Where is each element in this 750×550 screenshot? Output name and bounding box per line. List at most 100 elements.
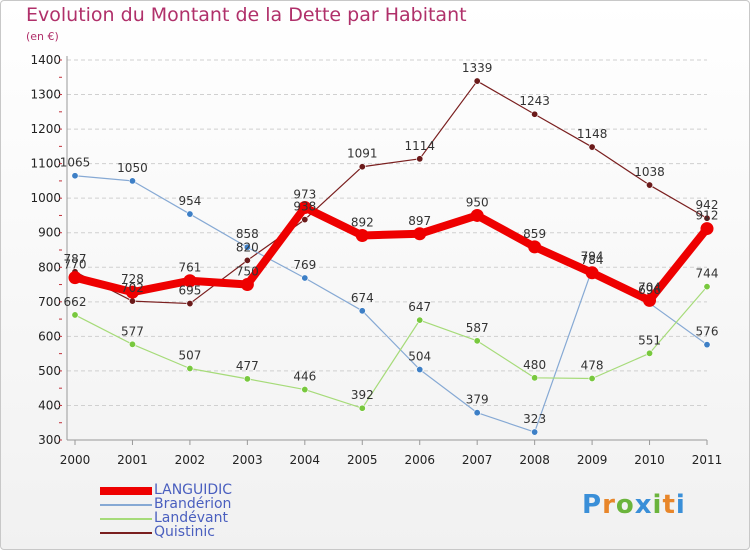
data-label-languidic: 761	[178, 261, 201, 275]
data-label-landévant: 587	[466, 321, 489, 335]
y-tick-label: 900	[38, 226, 61, 240]
data-point-quistinic	[531, 110, 539, 118]
data-point-languidic	[528, 240, 542, 254]
data-label-landévant: 392	[351, 388, 374, 402]
data-label-brandérion: 1065	[60, 156, 91, 170]
data-label-languidic: 728	[121, 272, 144, 286]
data-label-quistinic: 1243	[519, 94, 550, 108]
data-label-landévant: 480	[523, 358, 546, 372]
data-label-brandérion: 576	[696, 325, 719, 339]
data-label-quistinic: 1114	[404, 139, 435, 153]
logo-letter: P	[582, 490, 603, 520]
data-point-brandérion	[473, 409, 481, 417]
data-point-brandérion	[301, 274, 309, 282]
data-label-quistinic: 695	[178, 284, 201, 298]
data-point-landévant	[473, 337, 481, 345]
y-tick-label: 500	[38, 364, 61, 378]
data-point-brandérion	[243, 243, 251, 251]
data-point-languidic	[413, 227, 427, 241]
data-point-landévant	[646, 349, 654, 357]
x-tick-label: 2007	[462, 453, 493, 467]
logo-letter: r	[602, 490, 616, 520]
data-label-quistinic: 1038	[634, 165, 665, 179]
data-point-languidic	[68, 271, 82, 285]
data-label-languidic: 784	[581, 253, 604, 267]
legend-item: LANGUIDIC	[96, 482, 296, 498]
data-point-quistinic	[243, 256, 251, 264]
series-line-brandérion	[74, 175, 708, 433]
data-point-languidic	[355, 228, 369, 242]
data-label-brandérion: 323	[523, 412, 546, 426]
data-label-quistinic: 1339	[462, 61, 493, 75]
data-label-languidic: 892	[351, 215, 374, 229]
legend-swatch	[100, 532, 152, 534]
y-tick-label: 300	[38, 433, 61, 447]
y-tick-label: 1300	[30, 88, 61, 102]
data-label-brandérion: 674	[351, 291, 374, 305]
data-label-quistinic: 820	[236, 240, 259, 254]
data-point-languidic	[125, 285, 139, 299]
data-point-quistinic	[473, 77, 481, 85]
series-line-quistinic	[74, 80, 708, 305]
data-point-brandérion	[128, 177, 136, 185]
data-point-languidic	[470, 208, 484, 222]
y-tick-label: 1400	[30, 53, 61, 67]
data-label-landévant: 647	[408, 300, 431, 314]
data-label-languidic: 897	[408, 214, 431, 228]
y-tick-label: 1200	[30, 122, 61, 136]
y-tick-label: 1100	[30, 157, 61, 171]
data-label-quistinic: 938	[293, 200, 316, 214]
data-label-landévant: 744	[696, 267, 719, 281]
x-tick-label: 2008	[519, 453, 550, 467]
x-tick-label: 2006	[404, 453, 435, 467]
y-tick-label: 700	[38, 295, 61, 309]
legend-label: Brandérion	[154, 496, 232, 512]
legend-item: Quistinic	[96, 524, 296, 540]
data-label-languidic: 973	[293, 188, 316, 202]
data-point-landévant	[71, 311, 79, 319]
x-tick-label: 2009	[577, 453, 608, 467]
data-point-quistinic	[301, 216, 309, 224]
data-label-quistinic: 942	[696, 198, 719, 212]
data-label-languidic: 912	[696, 209, 719, 223]
logo-letter: o	[615, 490, 635, 520]
legend-label: LANGUIDIC	[154, 482, 233, 498]
data-label-languidic: 950	[466, 195, 489, 209]
data-point-quistinic	[703, 214, 711, 222]
data-label-quistinic: 787	[64, 252, 87, 266]
legend-item: Landévant	[96, 510, 296, 526]
legend-swatch	[100, 504, 152, 506]
data-point-languidic	[183, 274, 197, 288]
data-label-brandérion: 379	[466, 393, 489, 407]
data-point-landévant	[128, 340, 136, 348]
data-label-brandérion: 954	[178, 194, 201, 208]
data-label-brandérion: 696	[638, 283, 661, 297]
data-point-quistinic	[128, 297, 136, 305]
data-label-languidic: 704	[638, 280, 661, 294]
series-line-landévant	[74, 286, 708, 409]
data-point-landévant	[243, 375, 251, 383]
data-point-landévant	[703, 283, 711, 291]
legend-label: Landévant	[154, 510, 228, 526]
data-label-languidic: 750	[236, 265, 259, 279]
data-point-quistinic	[186, 300, 194, 308]
x-tick-label: 2011	[692, 453, 723, 467]
data-point-landévant	[358, 404, 366, 412]
data-point-quistinic	[588, 143, 596, 151]
data-label-brandérion: 1050	[117, 161, 148, 175]
logo-letter: x	[634, 490, 653, 520]
data-label-landévant: 577	[121, 324, 144, 338]
data-point-landévant	[186, 364, 194, 372]
data-point-languidic	[643, 293, 657, 307]
data-label-languidic: 859	[523, 227, 546, 241]
data-point-languidic	[700, 222, 714, 236]
x-tick-label: 2004	[290, 453, 321, 467]
chart-subtitle: (en €)	[26, 30, 59, 43]
data-point-languidic	[585, 266, 599, 280]
data-point-landévant	[588, 375, 596, 383]
series-line-languidic	[71, 203, 711, 305]
logo-letter: i	[652, 490, 663, 520]
data-label-quistinic: 1148	[577, 127, 608, 141]
x-tick-label: 2002	[175, 453, 206, 467]
